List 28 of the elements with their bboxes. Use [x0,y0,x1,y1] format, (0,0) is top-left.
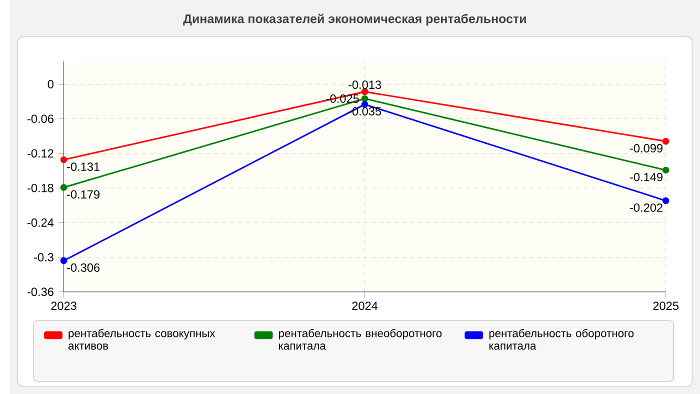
y-tick-label: -0.18 [28,184,54,192]
data-label: -0.149 [630,172,662,182]
legend-label: рентабельность совокупных активов [68,328,216,350]
y-tick-label: 0 [48,80,54,88]
data-label: -0.306 [67,263,100,272]
point [361,95,368,102]
data-label: -0.202 [630,203,662,212]
data-label: -0.013 [348,80,382,89]
chart-title: Динамика показателей экономическая рентабельности [183,14,526,26]
data-label: -0.179 [67,190,100,198]
point [662,138,670,145]
data-label: -0.131 [67,162,100,171]
legend-label: рентабельность оборотного капитала [489,328,634,350]
x-tick-label: 2023 [51,301,76,310]
x-tick-label: 2024 [352,301,378,310]
point [60,257,68,264]
x-tick-label: 2025 [653,301,678,310]
point [662,166,670,174]
point [60,184,68,191]
y-tick-label: -0.06 [28,114,54,123]
point [662,197,670,204]
legend-label: рентабельность внеоборотного капитала [279,328,442,350]
point [60,156,68,163]
y-tick-label: -0.36 [28,287,54,296]
data-label: -0.099 [630,144,662,152]
y-tick-label: -0.3 [34,252,54,262]
y-tick-label: -0.12 [28,149,54,158]
y-tick-label: -0.24 [28,218,54,227]
